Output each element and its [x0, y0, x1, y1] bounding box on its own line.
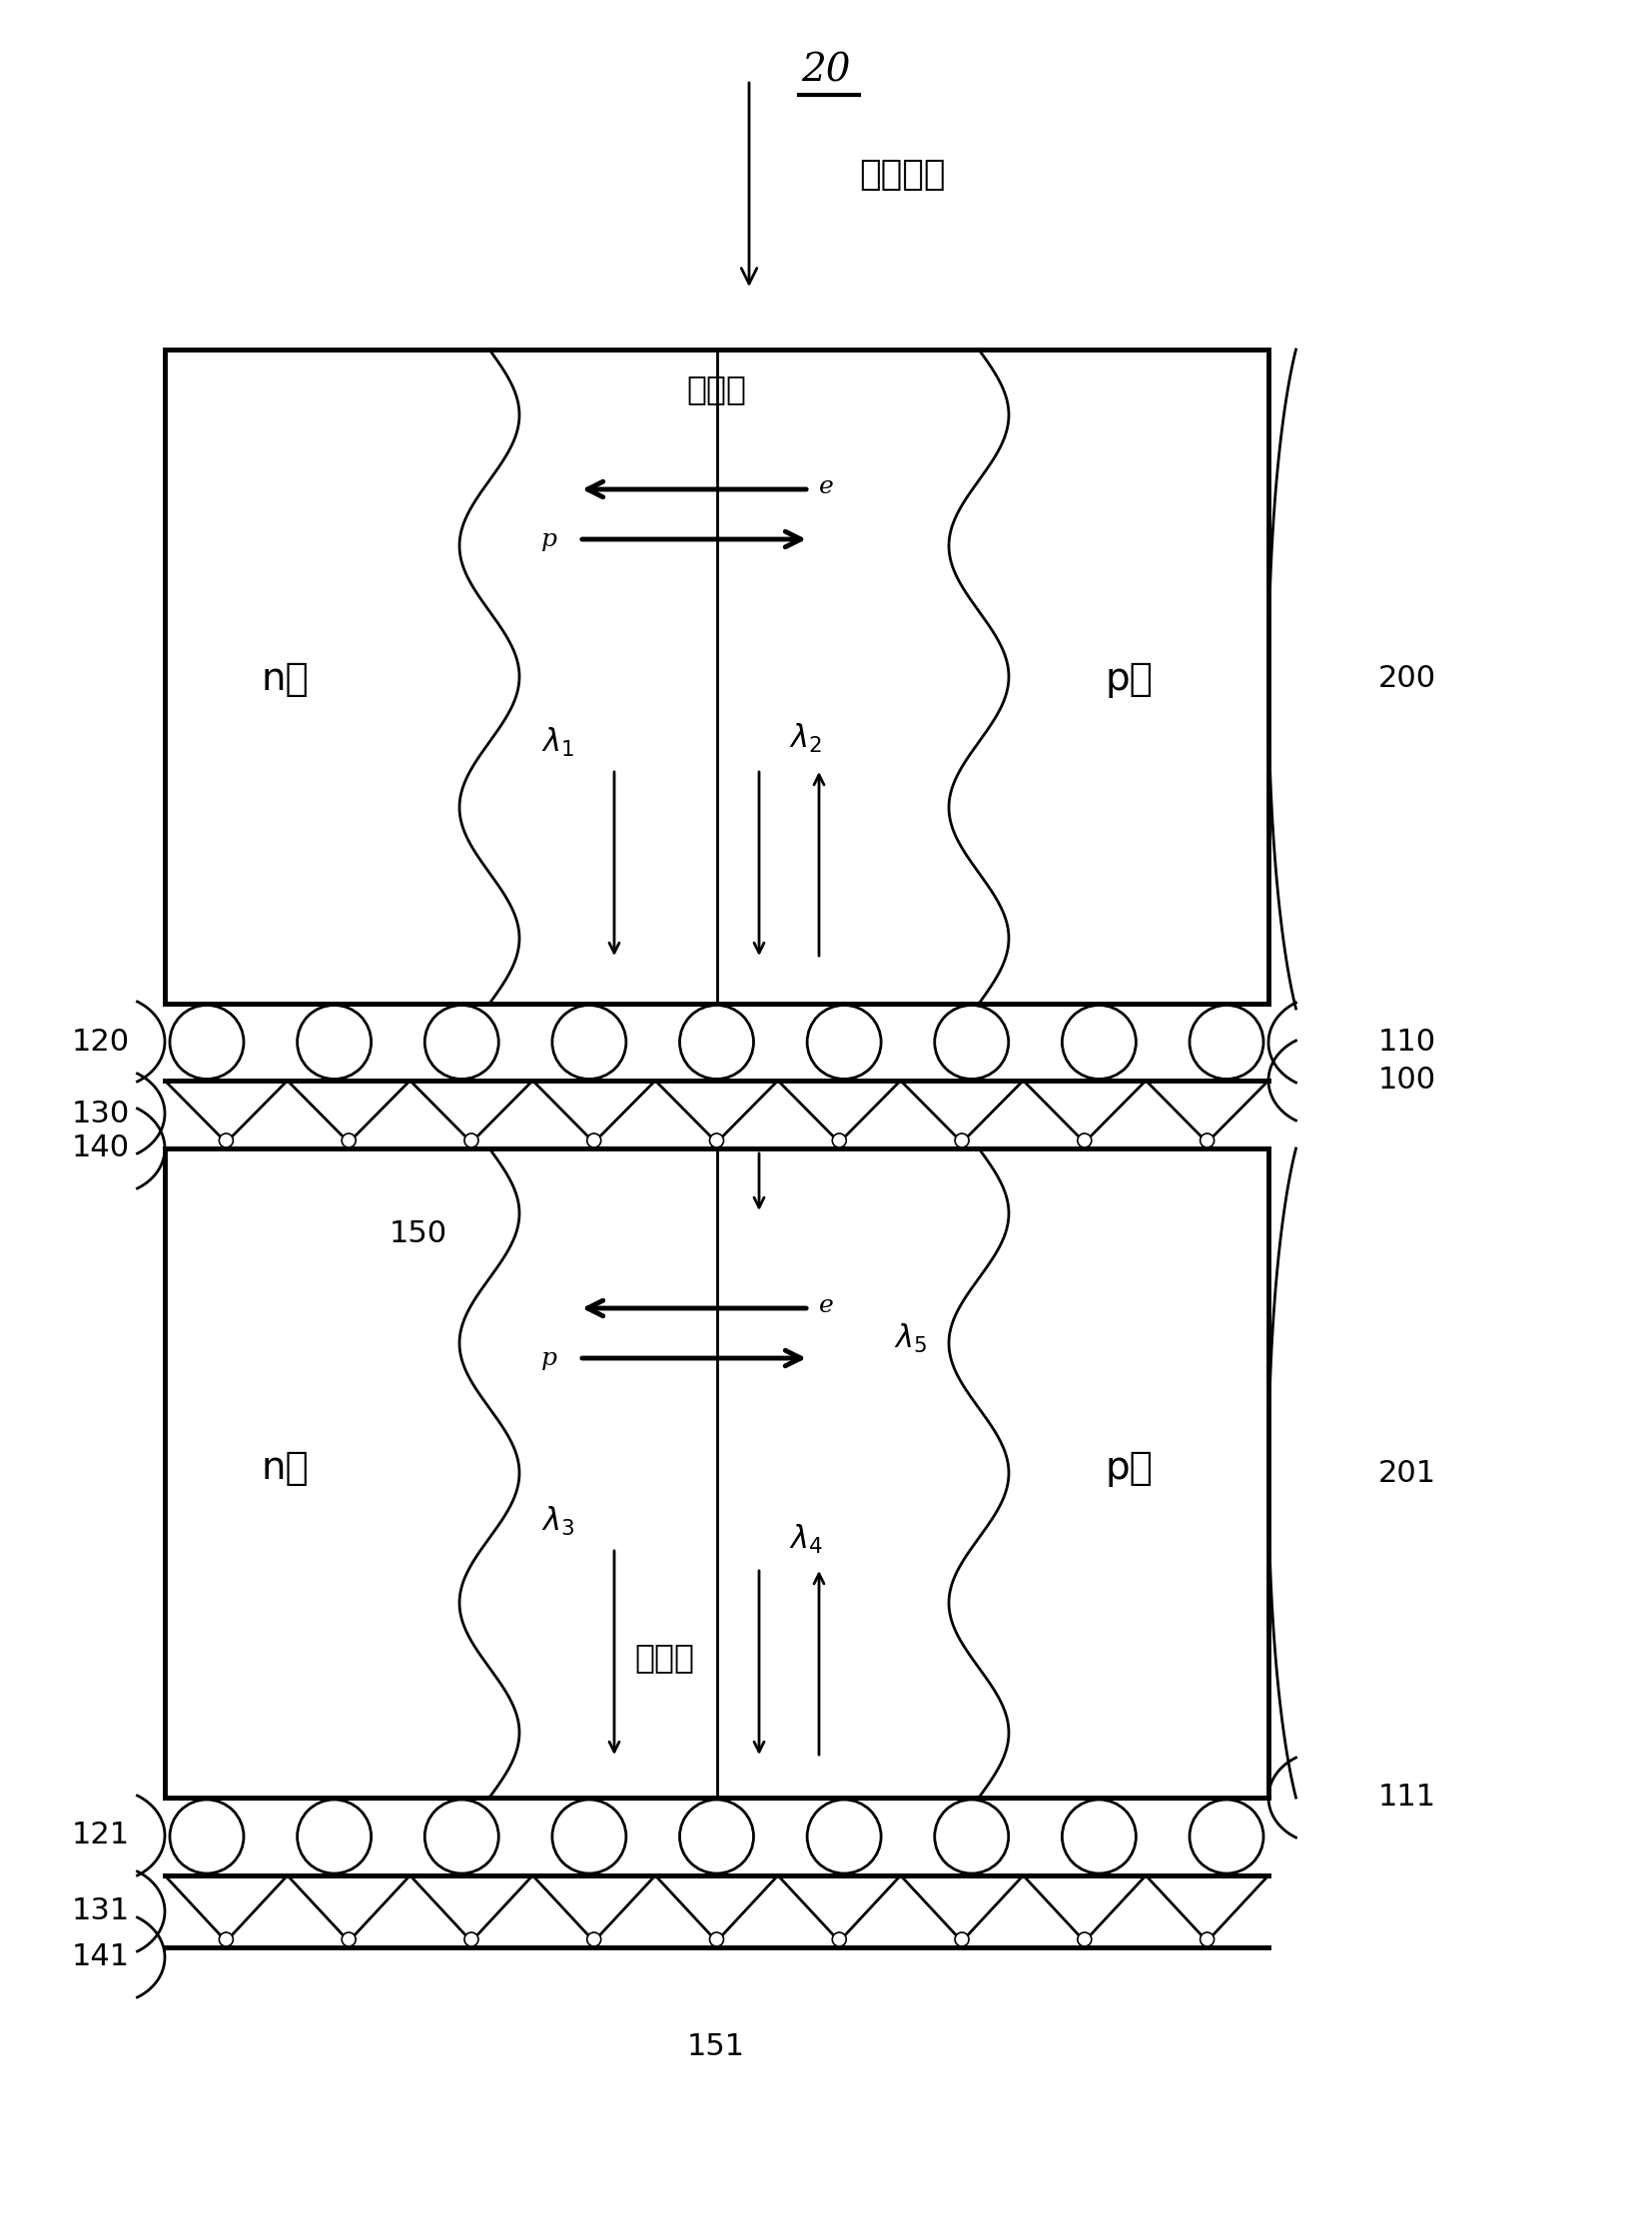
Text: $\lambda_5$: $\lambda_5$: [894, 1322, 927, 1356]
Circle shape: [679, 1006, 753, 1080]
Circle shape: [1077, 1133, 1092, 1146]
Circle shape: [552, 1006, 626, 1080]
Text: $\lambda_4$: $\lambda_4$: [790, 1523, 823, 1556]
Bar: [165, 349, 1269, 1004]
Circle shape: [955, 1932, 968, 1946]
Text: $\lambda_2$: $\lambda_2$: [790, 721, 823, 755]
Text: p区: p区: [1105, 1449, 1153, 1487]
Circle shape: [935, 1799, 1008, 1874]
Circle shape: [1199, 1932, 1214, 1946]
Circle shape: [342, 1932, 355, 1946]
Circle shape: [220, 1133, 233, 1146]
Circle shape: [464, 1932, 479, 1946]
Text: 140: 140: [71, 1133, 131, 1162]
Text: 110: 110: [1378, 1028, 1436, 1057]
Text: 20: 20: [801, 51, 851, 89]
Circle shape: [833, 1133, 846, 1146]
Circle shape: [297, 1006, 372, 1080]
Text: 120: 120: [71, 1026, 131, 1055]
Text: 150: 150: [390, 1220, 448, 1249]
Circle shape: [170, 1006, 244, 1080]
Circle shape: [342, 1133, 355, 1146]
Circle shape: [679, 1799, 753, 1874]
Text: 131: 131: [71, 1897, 131, 1925]
Circle shape: [808, 1006, 881, 1080]
Text: 耗尽区: 耗尽区: [686, 374, 747, 405]
Text: n区: n区: [261, 661, 309, 699]
Text: e: e: [819, 476, 834, 499]
Circle shape: [1062, 1006, 1137, 1080]
Bar: [165, 1149, 1269, 1799]
Text: p: p: [542, 528, 557, 550]
Text: 130: 130: [71, 1100, 131, 1129]
Circle shape: [955, 1133, 968, 1146]
Text: 111: 111: [1378, 1783, 1436, 1812]
Text: 121: 121: [71, 1821, 131, 1850]
Text: n区: n区: [261, 1449, 309, 1487]
Text: 耗尽区: 耗尽区: [634, 1641, 694, 1674]
Circle shape: [425, 1799, 499, 1874]
Text: 100: 100: [1378, 1066, 1436, 1095]
Text: 151: 151: [687, 2032, 745, 2061]
Circle shape: [170, 1799, 244, 1874]
Text: 入射阳光: 入射阳光: [859, 158, 945, 191]
Text: 200: 200: [1378, 666, 1436, 695]
Circle shape: [710, 1133, 724, 1146]
Text: p: p: [542, 1347, 557, 1369]
Circle shape: [808, 1799, 881, 1874]
Circle shape: [586, 1133, 601, 1146]
Text: $\lambda_1$: $\lambda_1$: [542, 726, 575, 759]
Circle shape: [833, 1932, 846, 1946]
Text: 201: 201: [1378, 1458, 1436, 1487]
Circle shape: [1189, 1799, 1264, 1874]
Circle shape: [1189, 1006, 1264, 1080]
Circle shape: [710, 1932, 724, 1946]
Text: 141: 141: [71, 1943, 131, 1972]
Circle shape: [425, 1006, 499, 1080]
Circle shape: [297, 1799, 372, 1874]
Circle shape: [586, 1932, 601, 1946]
Circle shape: [464, 1133, 479, 1146]
Circle shape: [220, 1932, 233, 1946]
Circle shape: [1077, 1932, 1092, 1946]
Text: $\lambda_3$: $\lambda_3$: [542, 1505, 575, 1538]
Text: p区: p区: [1105, 661, 1153, 699]
Circle shape: [552, 1799, 626, 1874]
Text: e: e: [819, 1296, 834, 1318]
Circle shape: [935, 1006, 1008, 1080]
Circle shape: [1062, 1799, 1137, 1874]
Circle shape: [1199, 1133, 1214, 1146]
